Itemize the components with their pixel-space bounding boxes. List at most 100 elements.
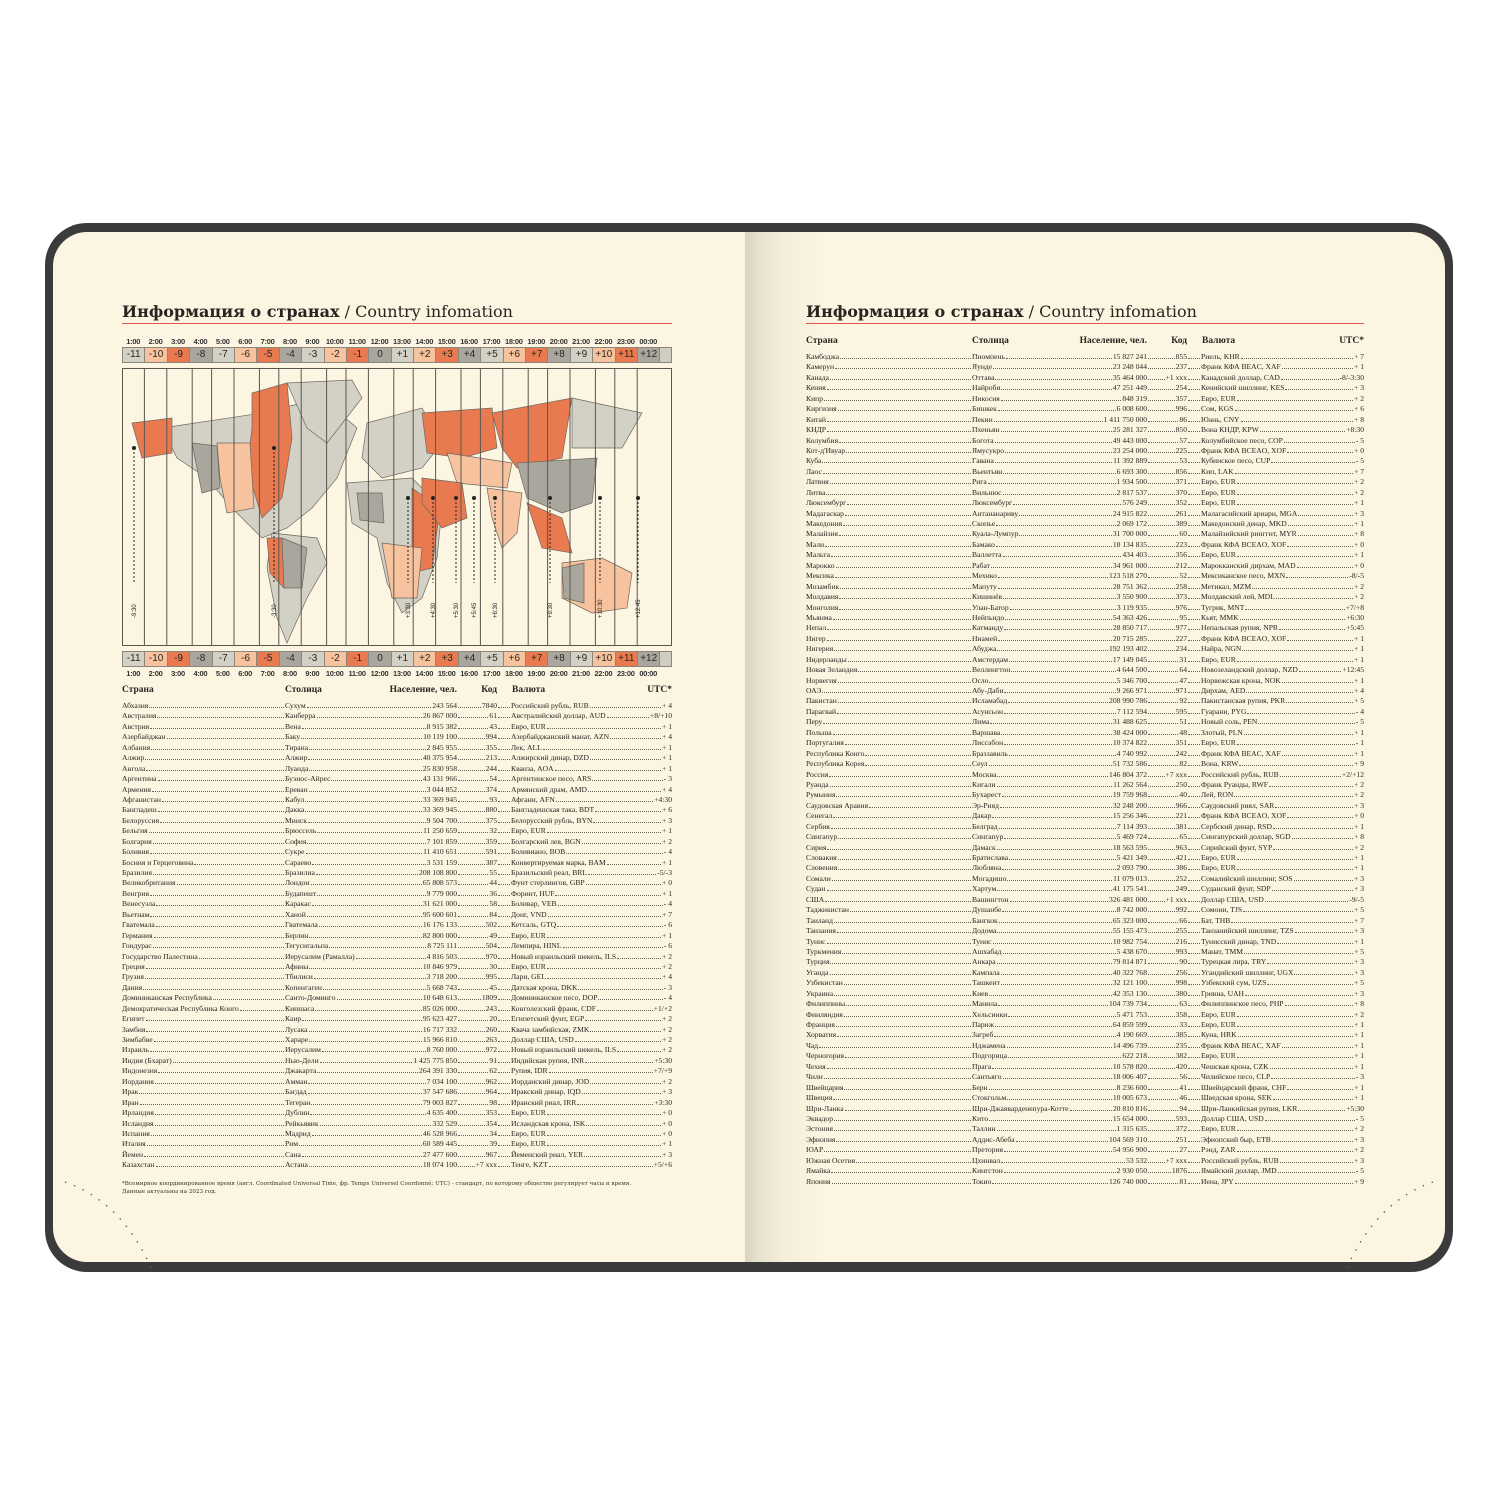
capital-name: Улан-Батор <box>972 602 1009 612</box>
table-row: Словения Любляна 2 093 790 386 Евро, EUR + 1 <box>806 863 1364 873</box>
population-value: 17 149 045 <box>1112 654 1147 664</box>
right-page <box>745 232 1445 1273</box>
dot-leader <box>498 978 510 980</box>
capital-name: Пхеньян <box>972 425 1000 435</box>
currency-name: Дирхам, AED <box>1201 686 1246 695</box>
country-name: Демократическая Республика Конго <box>122 1003 239 1013</box>
dot-leader <box>1148 399 1175 401</box>
population-value: 20 810 816 <box>1112 1103 1147 1113</box>
code-cell: 994 <box>457 732 497 742</box>
capital-name: Гавана <box>972 456 994 466</box>
hour-label: 00:00 <box>639 669 658 678</box>
dot-leader <box>1287 545 1354 547</box>
hour-label: 3:00 <box>171 337 185 346</box>
phone-code: 53 <box>1179 456 1187 466</box>
dot-leader <box>458 769 485 771</box>
utc-offset: + 2 <box>662 1045 672 1055</box>
capital-name: Кишинёв <box>972 592 1003 602</box>
capital-name: Бамако <box>972 539 995 549</box>
phone-code: 421 <box>1175 853 1187 862</box>
currency-name: Евро, EUR <box>1201 1009 1236 1019</box>
table-row: Абхазия Сухум 243 564 7840 Российский рубль,… <box>122 701 672 711</box>
header-population: Население, чел. <box>1079 336 1147 346</box>
phone-code: 47 <box>1179 675 1187 685</box>
country-name: Камбоджа <box>806 352 840 361</box>
population-value: 34 961 000 <box>1112 560 1147 570</box>
dot-leader <box>498 905 510 907</box>
dot-leader <box>1148 817 1175 819</box>
currency-cell: Вона КНДР, KPW +8:30 <box>1187 425 1364 435</box>
dot-leader <box>150 1134 284 1136</box>
country-name: Израиль <box>122 1045 149 1055</box>
code-cell: 977 <box>1147 623 1187 633</box>
country-name: Гватемала <box>122 920 155 930</box>
utc-offset: + 2 <box>1354 779 1364 789</box>
dot-leader <box>150 915 284 917</box>
currency-name: Лари, GEL <box>511 972 546 982</box>
dot-leader <box>829 785 971 787</box>
utc-offset: + 9 <box>1354 1176 1364 1186</box>
country-cell: Таджикистан <box>806 905 972 915</box>
utc-offset: + 5 <box>1354 946 1364 956</box>
dot-leader <box>153 936 284 938</box>
country-name: Нигерия <box>806 644 834 654</box>
dot-leader <box>989 681 1116 683</box>
dot-leader <box>145 1020 284 1022</box>
capital-name: Сараево <box>285 857 312 867</box>
phone-code: 962 <box>485 1076 497 1086</box>
country-name: Мозамбик <box>806 581 840 591</box>
capital-cell: Минск 9 504 700 <box>285 816 457 826</box>
country-cell: Мали <box>806 540 972 550</box>
dot-leader <box>1188 545 1200 547</box>
dot-leader <box>546 967 662 969</box>
currency-name: Евро, EUR <box>511 961 546 971</box>
phone-code: 352 <box>1175 498 1187 508</box>
capital-cell: Пномпень 15 827 241 <box>972 352 1147 362</box>
dot-leader <box>824 1151 971 1153</box>
dot-leader <box>458 874 489 875</box>
phone-code: 357 <box>1175 393 1187 403</box>
capital-cell: Алжир 40 375 954 <box>285 753 457 763</box>
dot-leader <box>548 1072 653 1074</box>
capital-name: Ниамей <box>972 633 998 643</box>
dot-leader <box>1273 848 1354 850</box>
capital-cell: Осло 5 346 700 <box>972 676 1147 686</box>
code-cell: 31 <box>1147 655 1187 665</box>
utc-offset-cell: +10 <box>593 348 616 362</box>
utc-offset-cell: +7 <box>526 652 549 666</box>
capital-name: Прага <box>972 1061 992 1071</box>
dot-leader <box>176 884 284 886</box>
currency-name: Евро, EUR <box>1201 654 1236 664</box>
currency-name: Чилийское песо, CLP <box>1201 1072 1271 1082</box>
hour-label: 10:00 <box>325 669 344 678</box>
dot-leader <box>498 1051 510 1053</box>
capital-cell: Париж 64 859 599 <box>972 1020 1147 1030</box>
phone-code: 92 <box>1179 696 1187 706</box>
capital-cell: Веллингтон 4 644 500 <box>972 665 1147 675</box>
currency-cell: Российский рубль, RUB +2/+12 <box>1187 770 1364 780</box>
currency-cell: Чилийское песо, CLP - 3 <box>1187 1072 1364 1082</box>
currency-name: Иена, JPY <box>1201 1176 1234 1186</box>
utc-offset-cell: +1 <box>391 348 415 362</box>
utc-offset: + 1 <box>1354 748 1364 758</box>
country-cell: Словакия <box>806 853 972 863</box>
population-value: 28 850 717 <box>1112 623 1147 633</box>
country-cell: Чад <box>806 1041 972 1051</box>
dot-leader <box>1234 1182 1354 1184</box>
currency-cell: Евро, EUR + 1 <box>497 826 672 836</box>
utc-offset: + 3 <box>1354 884 1364 894</box>
dot-leader <box>322 988 426 990</box>
code-cell: 966 <box>1147 801 1187 811</box>
dot-leader <box>498 936 510 938</box>
capital-cell: Богота 49 443 000 <box>972 436 1147 446</box>
code-cell: 227 <box>1147 634 1187 644</box>
dot-leader <box>1148 702 1179 704</box>
population-value: 2 069 172 <box>1116 519 1147 528</box>
phone-code: 880 <box>485 805 497 815</box>
dot-leader <box>1148 639 1175 641</box>
capital-name: Люксембург <box>972 498 1013 508</box>
capital-name: Париж <box>972 1020 994 1029</box>
table-row: Эстония Таллин 1 315 635 372 Евро, EUR + 2 <box>806 1124 1364 1134</box>
code-cell: 261 <box>1147 509 1187 519</box>
currency-cell: Квача замбийская, ZMK + 2 <box>497 1025 672 1035</box>
